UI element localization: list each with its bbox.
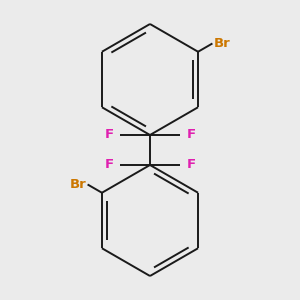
Text: F: F (187, 158, 196, 172)
Text: F: F (104, 158, 113, 172)
Text: Br: Br (214, 38, 231, 50)
Text: F: F (187, 128, 196, 142)
Text: Br: Br (69, 178, 86, 191)
Text: F: F (104, 128, 113, 142)
